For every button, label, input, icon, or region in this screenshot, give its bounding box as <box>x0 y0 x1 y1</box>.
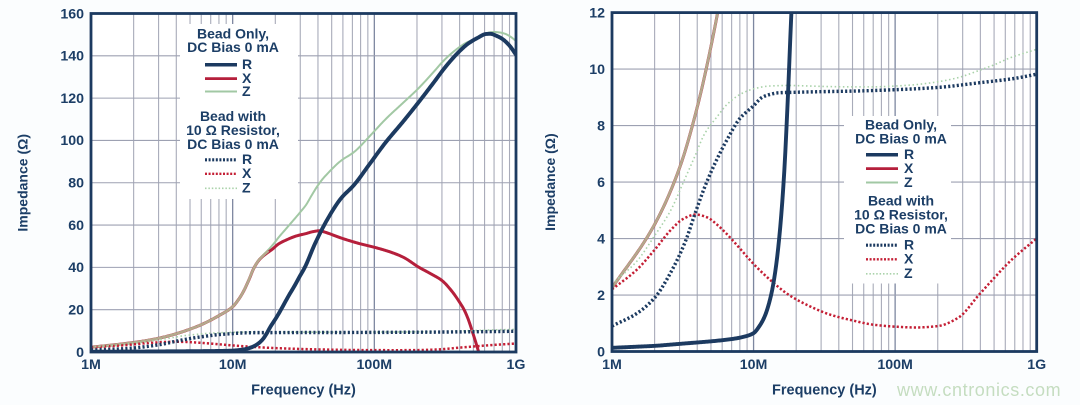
svg-text:120: 120 <box>60 91 84 107</box>
svg-text:DC Bias 0 mA: DC Bias 0 mA <box>855 221 947 237</box>
svg-text:Frequency (Hz): Frequency (Hz) <box>251 383 356 399</box>
svg-text:X: X <box>242 70 252 86</box>
svg-text:Z: Z <box>242 83 251 99</box>
svg-text:10 Ω Resistor,: 10 Ω Resistor, <box>186 122 280 138</box>
svg-text:10 Ω Resistor,: 10 Ω Resistor, <box>854 207 948 223</box>
svg-text:Bead with: Bead with <box>868 193 934 209</box>
svg-text:R: R <box>242 151 252 167</box>
svg-text:1G: 1G <box>507 357 526 373</box>
svg-text:1M: 1M <box>602 357 622 373</box>
svg-text:2: 2 <box>597 288 605 304</box>
svg-text:100M: 100M <box>357 357 393 373</box>
svg-text:Bead Only,: Bead Only, <box>865 117 937 133</box>
svg-text:R: R <box>904 237 914 253</box>
svg-text:10M: 10M <box>219 357 247 373</box>
svg-text:Z: Z <box>904 174 913 190</box>
svg-text:www.cntronics.com: www.cntronics.com <box>896 380 1061 400</box>
svg-text:Z: Z <box>904 265 913 281</box>
svg-text:DC Bias 0 mA: DC Bias 0 mA <box>855 130 947 146</box>
svg-text:Z: Z <box>242 180 251 196</box>
svg-text:10M: 10M <box>740 357 768 373</box>
svg-text:100: 100 <box>60 133 84 149</box>
svg-text:R: R <box>904 146 914 162</box>
svg-text:140: 140 <box>60 49 84 65</box>
svg-text:6: 6 <box>597 175 605 191</box>
svg-text:Bead with: Bead with <box>200 108 266 124</box>
svg-text:0: 0 <box>597 344 605 360</box>
svg-text:160: 160 <box>60 6 84 22</box>
svg-text:1G: 1G <box>1027 357 1046 373</box>
svg-text:DC Bias 0 mA: DC Bias 0 mA <box>187 39 279 55</box>
svg-text:8: 8 <box>597 118 605 134</box>
svg-text:100M: 100M <box>877 357 913 373</box>
svg-text:10: 10 <box>589 62 605 78</box>
svg-text:12: 12 <box>589 5 605 21</box>
svg-text:80: 80 <box>68 176 84 192</box>
svg-text:Impedance (Ω): Impedance (Ω) <box>15 134 31 232</box>
svg-text:20: 20 <box>68 302 84 318</box>
svg-text:X: X <box>904 160 914 176</box>
svg-text:60: 60 <box>68 218 84 234</box>
svg-text:Frequency (Hz): Frequency (Hz) <box>772 383 877 399</box>
svg-text:X: X <box>242 165 252 181</box>
svg-text:Bead Only,: Bead Only, <box>197 26 269 42</box>
svg-text:DC Bias 0 mA: DC Bias 0 mA <box>187 136 279 152</box>
svg-text:X: X <box>904 251 914 267</box>
svg-text:R: R <box>242 56 252 72</box>
svg-text:4: 4 <box>597 231 605 247</box>
svg-text:40: 40 <box>68 260 84 276</box>
svg-text:Impedance (Ω): Impedance (Ω) <box>542 133 558 231</box>
svg-text:0: 0 <box>76 345 84 361</box>
svg-text:1M: 1M <box>81 357 101 373</box>
